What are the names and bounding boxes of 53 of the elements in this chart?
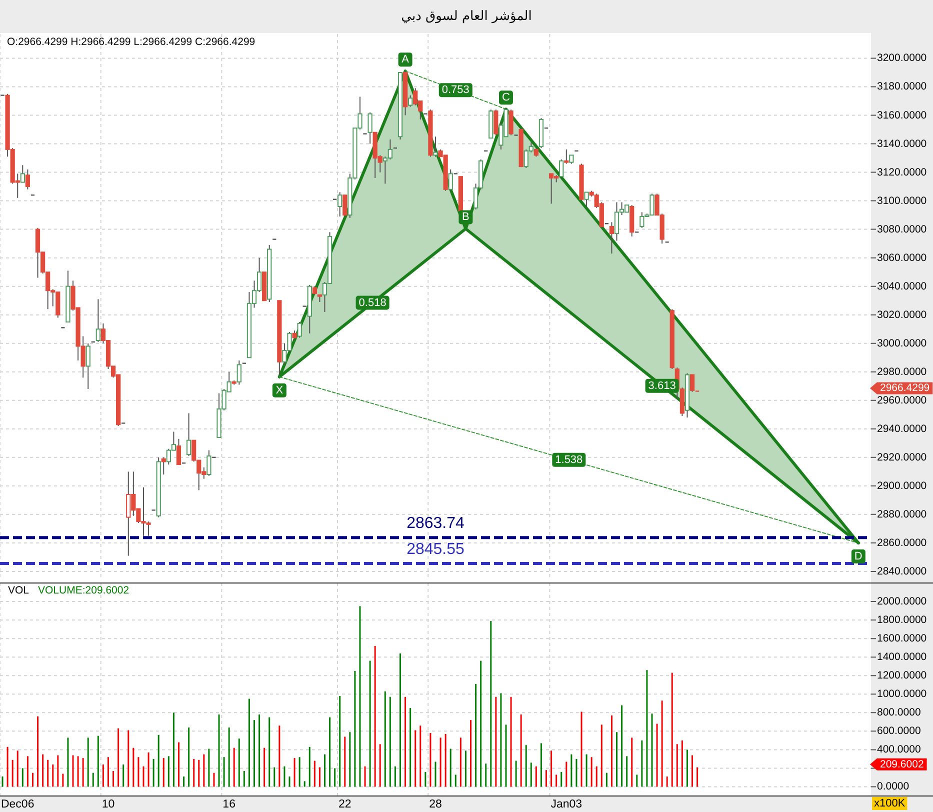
annotation: 0.518 [358, 296, 386, 309]
y-tick-label: 2860.0000 [877, 536, 927, 549]
y-tick-label: 2900.0000 [877, 480, 927, 492]
y-tick-label: 3020.0000 [877, 308, 927, 321]
y-tick-label: 2880.0000 [877, 508, 927, 520]
y-tick-label: 2920.0000 [877, 451, 927, 464]
chart-subtitle: VOLUME:209.6002 [38, 584, 130, 596]
y-tick-label: 3100.0000 [877, 194, 927, 207]
y-tick-label: 1000.0000 [877, 688, 927, 700]
x-tick-label: 16 [222, 798, 236, 810]
y-tick-label: 2840.0000 [877, 565, 927, 578]
y-tick-label: 3200.0000 [877, 52, 927, 64]
x-tick-label: Dec06 [0, 798, 34, 810]
annotation: D [854, 550, 862, 562]
y-tick-label: 3040.0000 [877, 280, 927, 292]
x-tick-label: 22 [338, 798, 352, 810]
y-tick-label: 3120.0000 [877, 166, 927, 178]
chart-title: VOL [8, 584, 30, 596]
y-tick-label: 3180.0000 [877, 80, 927, 93]
y-tick-label: 1600.0000 [877, 632, 927, 645]
y-tick-label: 600.0000 [877, 725, 921, 738]
y-tick-label: 3080.0000 [877, 223, 927, 236]
chart-subtitle: O:2966.4299 H:2966.4299 L:2966.4299 C:2966.4299 [7, 36, 256, 48]
y-tick-label: 3000.0000 [877, 337, 927, 350]
y-tick-label: 0.0000 [877, 780, 910, 793]
y-tick-label: 2960.0000 [877, 394, 927, 406]
y-tick-label: 2980.0000 [877, 366, 927, 378]
ref-line-label: 2863.74 [406, 515, 465, 532]
text: 209.6002 [880, 758, 924, 770]
y-tick-label: 2940.0000 [877, 422, 927, 435]
y-tick-label: 400.0000 [877, 744, 921, 756]
text: 2966.4299 [880, 382, 930, 394]
y-tick-label: 1400.0000 [877, 651, 927, 664]
ref-line-label: 2845.55 [406, 541, 465, 558]
annotation: A [402, 54, 410, 66]
x-tick-label: Jan03 [550, 798, 582, 810]
annotation: X [276, 384, 284, 396]
annotation: B [462, 211, 470, 224]
annotation: 3.613 [648, 380, 676, 392]
y-axis-title: x100K [874, 798, 906, 810]
x-tick-label: 10 [102, 798, 115, 810]
y-tick-label: 1800.0000 [877, 614, 927, 626]
x-tick-label: 28 [429, 798, 442, 810]
annotation: C [502, 92, 510, 104]
y-tick-label: 3160.0000 [877, 109, 927, 122]
annotation: 1.538 [555, 454, 583, 466]
y-tick-label: 3060.0000 [877, 252, 927, 264]
y-tick-label: 800.0000 [877, 706, 921, 719]
annotation: 0.753 [442, 84, 470, 96]
y-tick-label: 1200.0000 [877, 670, 927, 682]
y-tick-label: 3140.0000 [877, 138, 927, 150]
chart-title: المؤشر العام لسوق دبي [401, 9, 532, 24]
y-tick-label: 2000.0000 [877, 596, 927, 608]
